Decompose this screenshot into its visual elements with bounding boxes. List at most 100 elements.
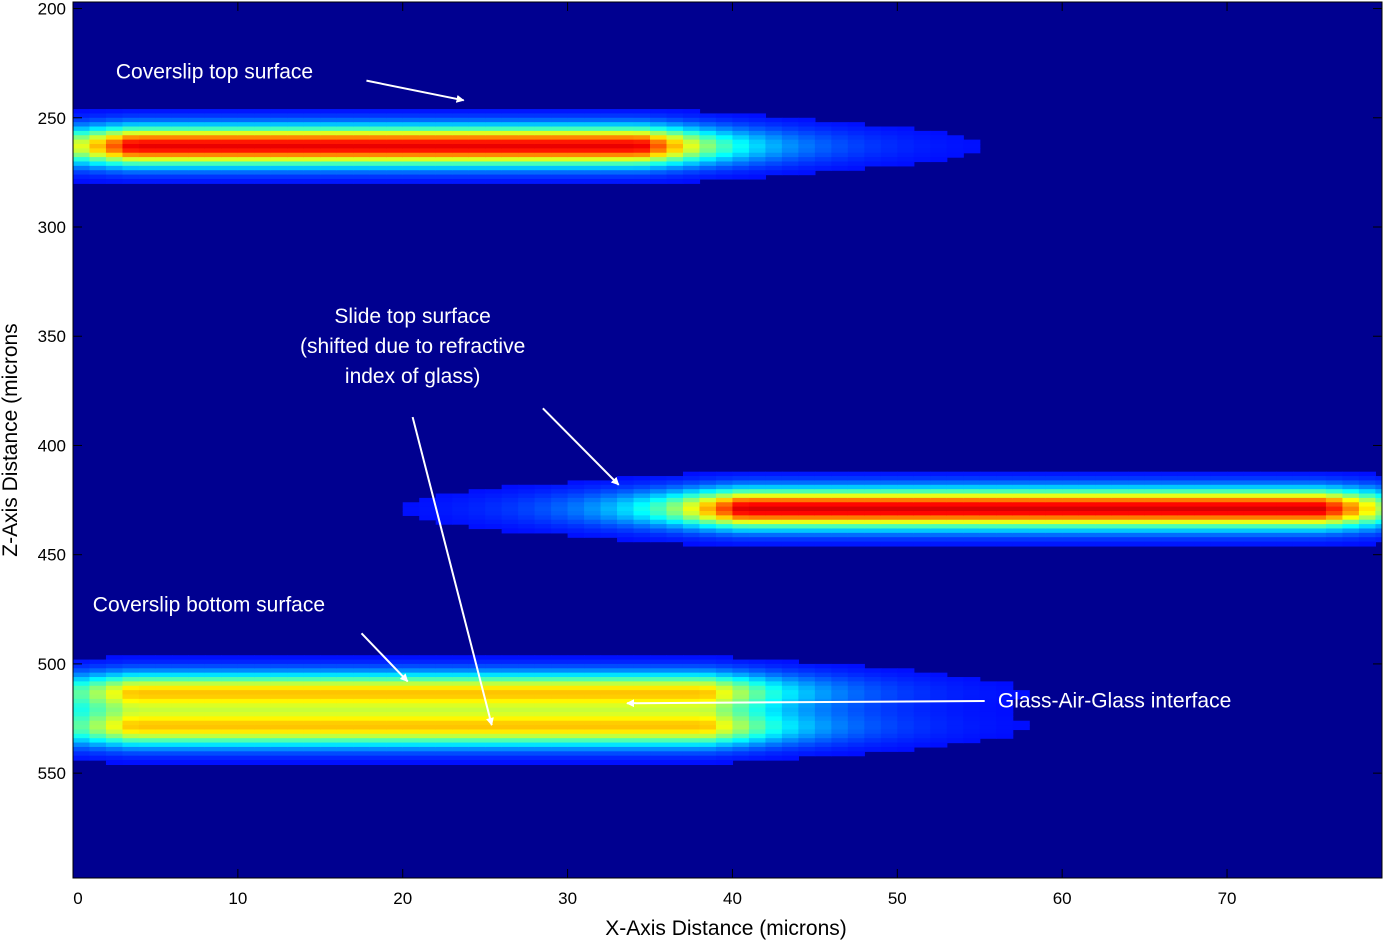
heatmap-cell [666, 711, 684, 717]
heatmap-cell [485, 126, 503, 132]
heatmap-cell [221, 655, 239, 661]
heatmap-cell [468, 497, 486, 503]
heatmap-cell [452, 668, 470, 674]
heatmap-cell [501, 144, 519, 149]
heatmap-cell [699, 541, 717, 547]
heatmap-cell [221, 152, 239, 158]
heatmap-cell [204, 685, 222, 691]
heatmap-cell [1012, 532, 1030, 538]
heatmap-cell [501, 738, 519, 744]
heatmap-cell [155, 122, 173, 128]
heatmap-cell [1227, 511, 1245, 516]
heatmap-cell [1309, 484, 1327, 490]
heatmap-cell [864, 733, 882, 739]
heatmap-cell [913, 690, 931, 696]
heatmap-cell [666, 502, 684, 508]
heatmap-cell [221, 755, 239, 761]
heatmap-cell [534, 519, 552, 525]
heatmap-cell [880, 519, 898, 525]
heatmap-cell [996, 681, 1014, 687]
heatmap-cell [89, 174, 107, 180]
heatmap-cell [1260, 480, 1278, 486]
heatmap-cell [913, 681, 931, 687]
heatmap-cell [600, 489, 618, 495]
x-tick-label: 40 [723, 889, 742, 908]
heatmap-cell [353, 681, 371, 687]
heatmap-cell [699, 742, 717, 748]
heatmap-cell [287, 178, 305, 184]
heatmap-cell [814, 148, 832, 154]
heatmap-cell [254, 755, 272, 761]
heatmap-cell [1161, 484, 1179, 490]
heatmap-cell [518, 528, 536, 534]
heatmap-cell [748, 497, 767, 503]
heatmap-cell [518, 152, 536, 158]
heatmap-cell [1161, 528, 1179, 534]
heatmap-cell [781, 511, 799, 516]
heatmap-cell [73, 130, 91, 136]
heatmap-cell [237, 655, 255, 661]
heatmap-cell [452, 174, 470, 180]
heatmap-cell [1045, 489, 1063, 495]
heatmap-cell [320, 668, 338, 674]
heatmap-cell [748, 659, 767, 665]
heatmap-cell [1111, 519, 1129, 525]
heatmap-cell [303, 170, 321, 176]
heatmap-cell [584, 716, 602, 722]
heatmap-cell [847, 720, 865, 726]
heatmap-cell [913, 130, 931, 136]
heatmap-cell [946, 541, 964, 547]
heatmap-cell [1227, 506, 1245, 512]
heatmap-cell [89, 751, 107, 757]
heatmap-cell [897, 476, 915, 482]
heatmap-cell [402, 703, 420, 709]
heatmap-cell [847, 532, 865, 538]
heatmap-cell [864, 738, 882, 744]
heatmap-cell [386, 690, 404, 696]
heatmap-cell [996, 698, 1014, 704]
heatmap-cell [138, 672, 157, 678]
heatmap-cell [105, 742, 124, 748]
heatmap-cell [485, 497, 503, 503]
heatmap-cell [270, 655, 288, 661]
heatmap-cell [1260, 519, 1278, 525]
heatmap-cell [155, 113, 173, 119]
heatmap-cell [567, 746, 585, 752]
heatmap-cell [584, 148, 602, 154]
heatmap-cell [1078, 541, 1096, 547]
heatmap-cell [748, 117, 767, 123]
heatmap-cell [551, 668, 569, 674]
heatmap-cell [715, 170, 734, 176]
heatmap-cell [452, 659, 470, 665]
heatmap-cell [682, 480, 701, 486]
heatmap-cell [930, 528, 948, 534]
heatmap-cell [237, 738, 255, 744]
x-tick-label: 20 [393, 889, 412, 908]
heatmap-cell [666, 746, 684, 752]
heatmap-cell [584, 161, 602, 167]
heatmap-cell [402, 148, 420, 154]
heatmap-cell [666, 729, 684, 735]
heatmap-cell [715, 655, 734, 661]
heatmap-cell [584, 109, 602, 115]
heatmap-cell [600, 122, 618, 128]
heatmap-cell [798, 152, 816, 158]
heatmap-cell [73, 677, 91, 682]
heatmap-cell [336, 733, 354, 739]
heatmap-cell [551, 703, 569, 709]
heatmap-cell [946, 685, 964, 691]
heatmap-cell [1161, 519, 1179, 525]
heatmap-cell [1358, 532, 1377, 538]
heatmap-cell [1177, 480, 1195, 486]
annotation-arrow [542, 407, 620, 486]
heatmap-cell [682, 760, 701, 765]
heatmap-cell [419, 165, 437, 171]
heatmap-cell [633, 716, 651, 722]
heatmap-cell [237, 135, 255, 141]
heatmap-cell [897, 707, 915, 713]
heatmap-cell [600, 524, 618, 530]
heatmap-cell [666, 130, 684, 136]
heatmap-cell [254, 716, 272, 722]
heatmap-cell [1095, 476, 1113, 482]
heatmap-cell [880, 524, 898, 530]
